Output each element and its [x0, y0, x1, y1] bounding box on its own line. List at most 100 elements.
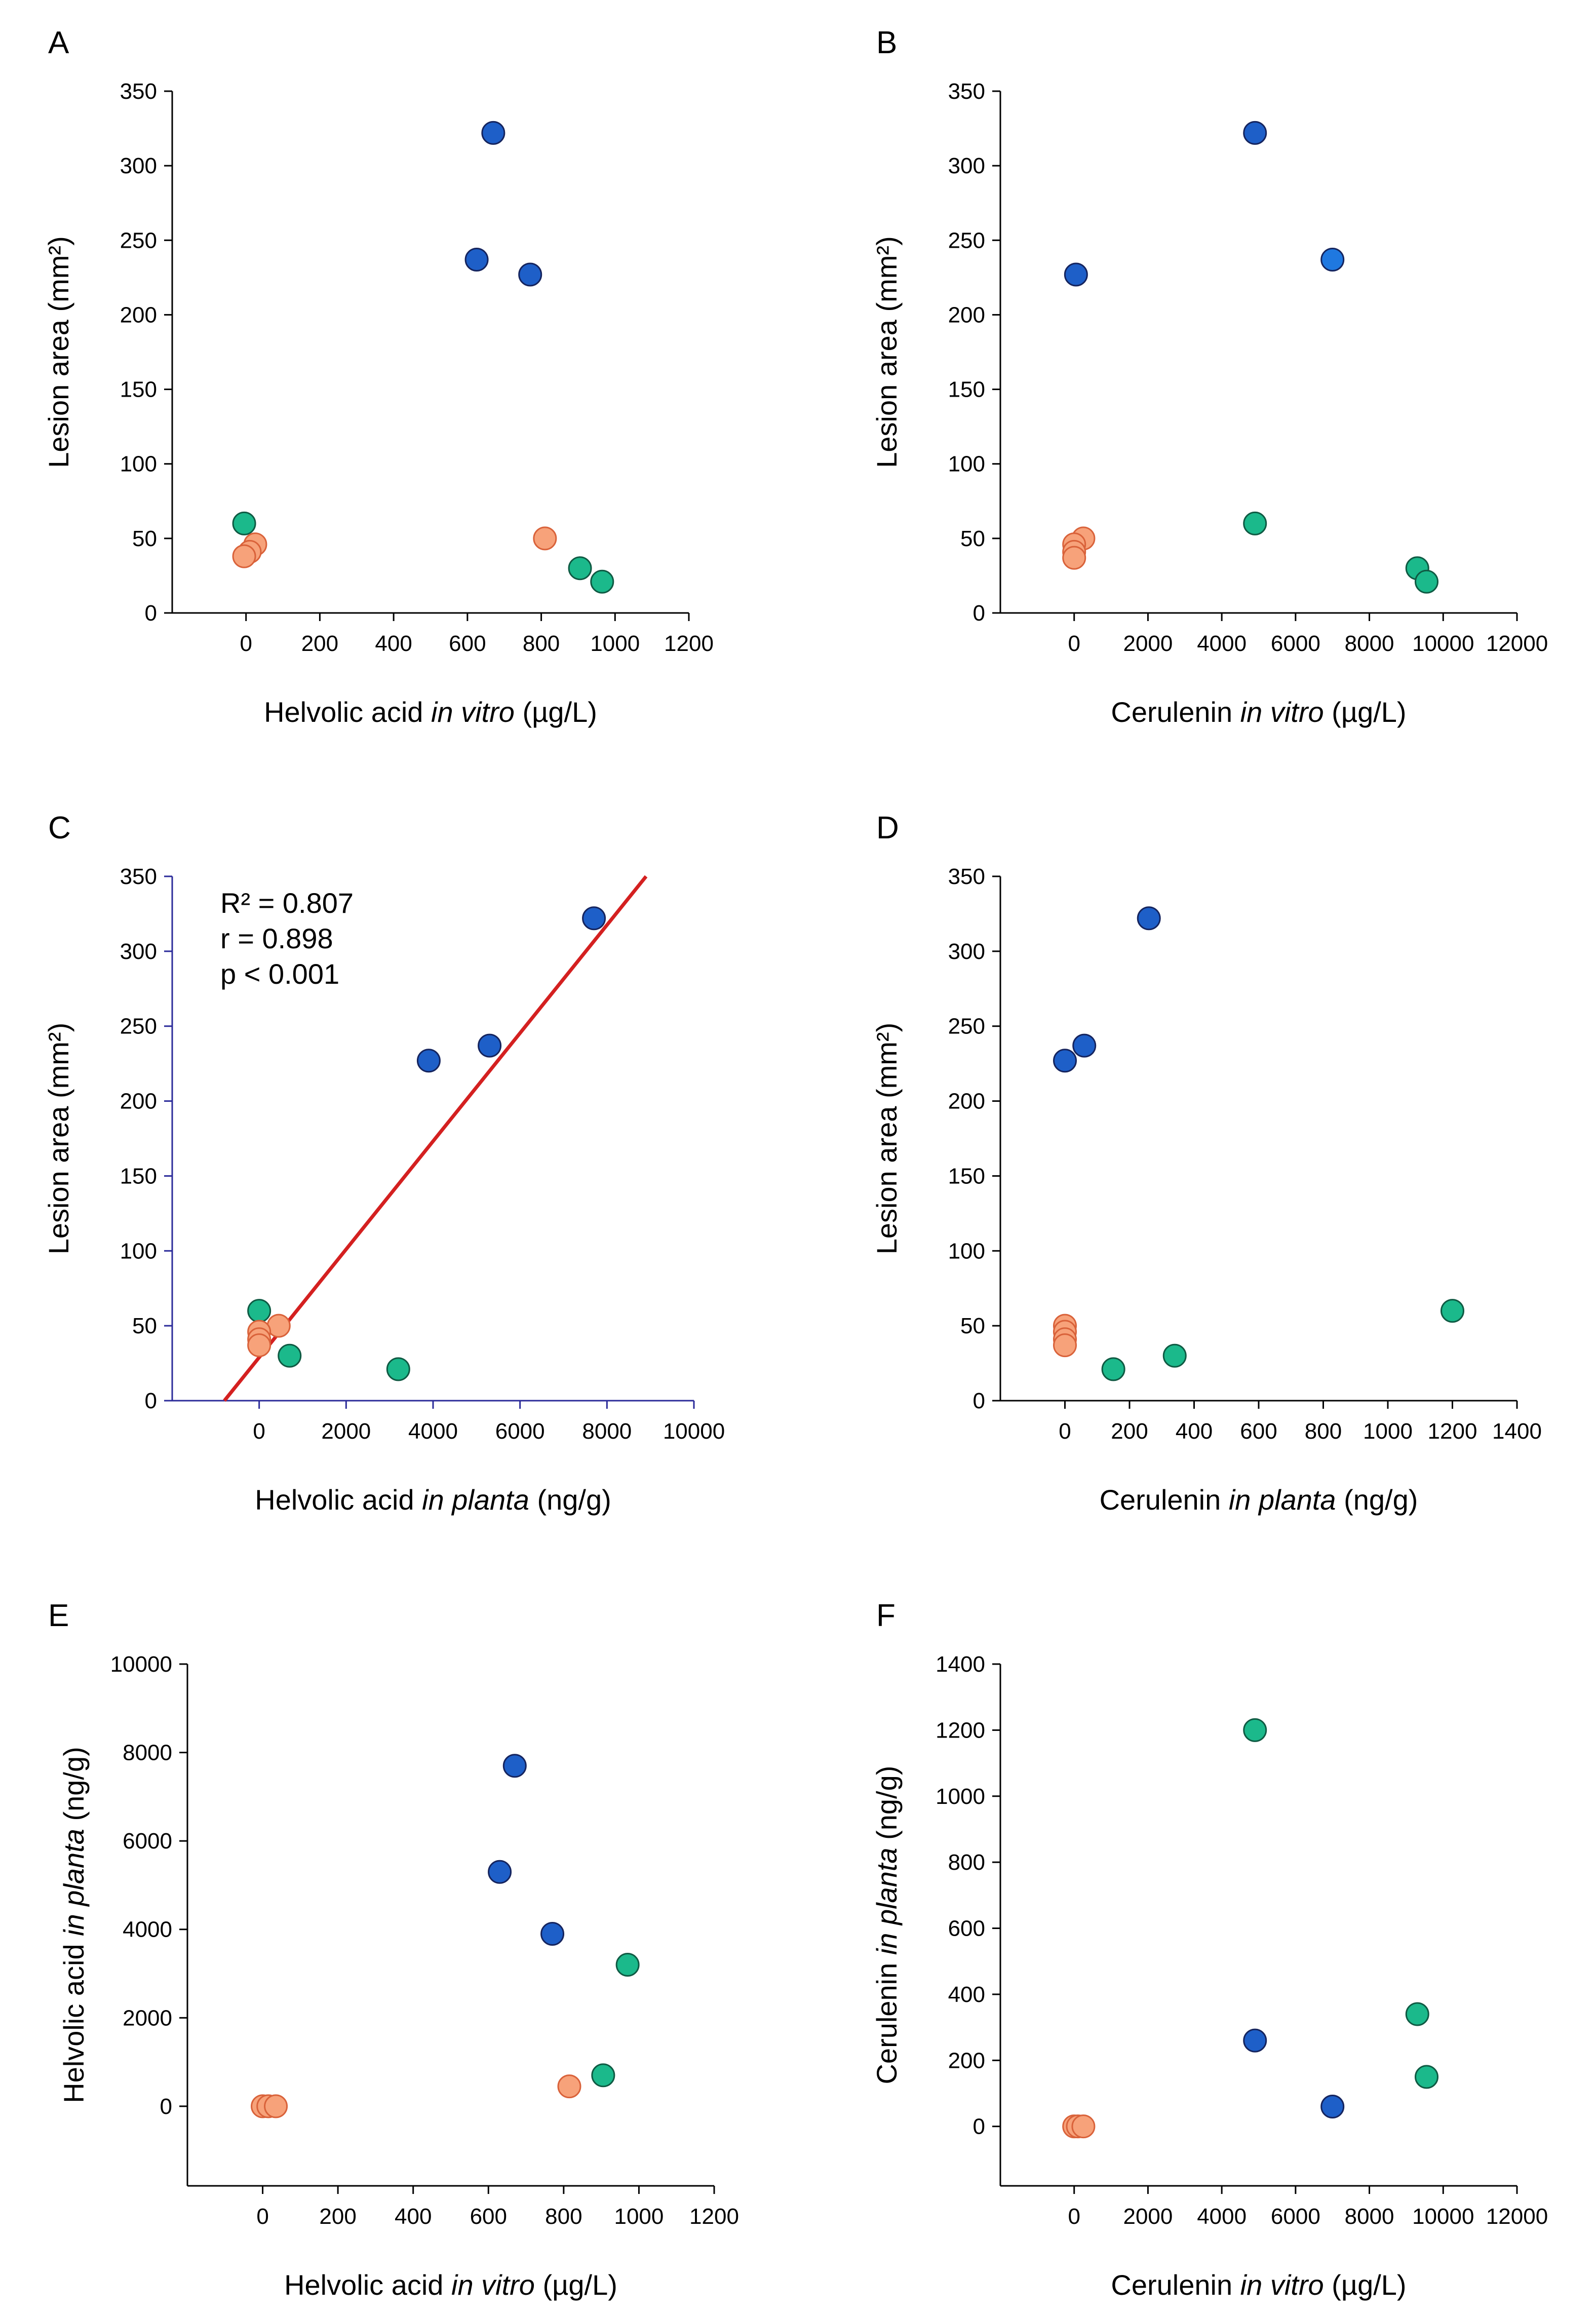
- data-point-green: [615, 1953, 640, 1977]
- data-point-green: [386, 1357, 410, 1381]
- chart-panel-c: C 0 2000 4000 6000 8000 10000 0 50 100 150 200 250 30…: [43, 811, 725, 1516]
- x-tick-label: 6000: [1271, 631, 1320, 656]
- panel-letter: D: [876, 811, 899, 845]
- y-tick-label: 150: [948, 377, 985, 402]
- x-tick-label: 10000: [663, 1419, 725, 1444]
- data-point-blue: [1243, 121, 1267, 145]
- x-tick-label: 0: [253, 1419, 265, 1444]
- x-tick-label: 1200: [664, 631, 714, 656]
- y-tick-label: 250: [948, 228, 985, 253]
- data-point-green: [278, 1343, 302, 1368]
- x-tick-label: 1000: [1363, 1419, 1413, 1444]
- x-tick-label: 800: [523, 631, 560, 656]
- x-tick-label: 6000: [495, 1419, 545, 1444]
- chart-panel-f: F 0 2000 4000 6000 8000 10000 12000 0 200 400 600 80…: [871, 1598, 1548, 2301]
- y-tick-label: 350: [948, 79, 985, 104]
- x-tick-label: 8000: [1345, 2204, 1394, 2229]
- y-tick-label: 300: [120, 939, 157, 964]
- data-point-blue: [488, 1860, 512, 1884]
- data-point-green: [1415, 2065, 1438, 2089]
- x-tick-label: 800: [1305, 1419, 1342, 1444]
- data-point-green: [1441, 1299, 1464, 1323]
- x-tick-label: 10000: [1412, 2204, 1474, 2229]
- y-tick-label: 1200: [936, 1718, 985, 1743]
- y-tick-label: 8000: [123, 1741, 172, 1765]
- y-tick-label: 350: [120, 79, 157, 104]
- panel-letter: C: [48, 811, 71, 845]
- y-tick-label: 100: [120, 452, 157, 477]
- y-tick-label: 50: [132, 1314, 157, 1338]
- y-tick-label: 0: [973, 601, 985, 626]
- data-point-blue: [416, 1049, 441, 1073]
- y-tick-label: 300: [948, 153, 985, 178]
- data-point-green: [1243, 1718, 1267, 1742]
- regression-line: [223, 875, 648, 1402]
- data-point-orange: [264, 2094, 288, 2118]
- y-tick-label: 1400: [936, 1652, 985, 1677]
- data-point-blue: [1320, 2095, 1345, 2119]
- y-tick-label: 200: [120, 1089, 157, 1114]
- x-tick-label: 1400: [1492, 1419, 1542, 1444]
- y-tick-label: 600: [948, 1916, 985, 1941]
- data-point-orange: [247, 1333, 271, 1358]
- y-tick-label: 350: [948, 864, 985, 889]
- data-point-blue: [1243, 2028, 1267, 2053]
- data-point-green: [247, 1299, 271, 1323]
- y-tick-label: 200: [948, 2048, 985, 2073]
- data-point-blue: [582, 906, 606, 931]
- x-tick-label: 600: [449, 631, 486, 656]
- data-point-orange: [533, 526, 557, 551]
- stat-annotation: r = 0.898: [220, 922, 333, 954]
- x-tick-label: 1000: [590, 631, 640, 656]
- y-tick-label: 50: [132, 526, 157, 551]
- y-tick-label: 800: [948, 1850, 985, 1875]
- x-tick-label: 8000: [582, 1419, 632, 1444]
- x-tick-label: 0: [1068, 2204, 1080, 2229]
- x-tick-label: 0: [1068, 631, 1080, 656]
- x-tick-label: 2000: [1123, 2204, 1173, 2229]
- chart-panel-a: A 0 200 400 600 800 1000 1200 0 50 100 150 200 250 300…: [43, 25, 714, 728]
- y-tick-label: 50: [960, 526, 985, 551]
- x-tick-label: 8000: [1345, 631, 1394, 656]
- y-axis-title: Lesion area (mm²): [871, 236, 903, 468]
- y-tick-label: 0: [973, 2114, 985, 2139]
- x-tick-label: 2000: [321, 1419, 371, 1444]
- x-tick-label: 400: [1176, 1419, 1213, 1444]
- x-tick-label: 6000: [1271, 2204, 1320, 2229]
- x-tick-label: 4000: [1197, 631, 1247, 656]
- panel-letter: B: [876, 25, 897, 60]
- data-point-orange: [1062, 546, 1086, 570]
- x-axis-title: Helvolic acid in vitro (µg/L): [284, 2269, 617, 2301]
- x-tick-label: 200: [319, 2204, 356, 2229]
- y-tick-label: 150: [120, 1164, 157, 1188]
- y-axis-title: Helvolic acid in planta (ng/g): [58, 1747, 90, 2103]
- x-tick-label: 200: [1111, 1419, 1148, 1444]
- x-axis-title: Helvolic acid in planta (ng/g): [255, 1484, 611, 1516]
- y-tick-label: 250: [120, 228, 157, 253]
- data-point-blue: [1072, 1033, 1097, 1058]
- data-point-blue: [540, 1921, 565, 1946]
- data-point-orange: [1071, 2114, 1096, 2139]
- stat-annotation: R² = 0.807: [220, 887, 354, 919]
- y-tick-label: 200: [948, 1089, 985, 1114]
- data-point-blue: [518, 262, 542, 287]
- data-point-green: [1162, 1343, 1187, 1368]
- x-tick-label: 12000: [1486, 631, 1548, 656]
- y-tick-label: 0: [973, 1389, 985, 1413]
- data-point-green: [568, 556, 592, 581]
- y-tick-label: 250: [120, 1014, 157, 1039]
- data-point-green: [232, 511, 256, 535]
- x-axis-title: Cerulenin in vitro (µg/L): [1111, 696, 1406, 728]
- y-tick-label: 100: [120, 1239, 157, 1263]
- data-point-orange: [557, 2074, 581, 2099]
- x-tick-label: 1200: [1428, 1419, 1477, 1444]
- data-point-orange: [1053, 1333, 1077, 1358]
- x-tick-label: 2000: [1123, 631, 1173, 656]
- x-axis-title: Cerulenin in planta (ng/g): [1100, 1484, 1418, 1516]
- y-tick-label: 200: [120, 302, 157, 327]
- x-tick-label: 4000: [1197, 2204, 1247, 2229]
- y-tick-label: 100: [948, 452, 985, 477]
- y-tick-label: 10000: [110, 1652, 172, 1677]
- data-point-green: [1243, 511, 1267, 535]
- panel-letter: A: [48, 25, 69, 60]
